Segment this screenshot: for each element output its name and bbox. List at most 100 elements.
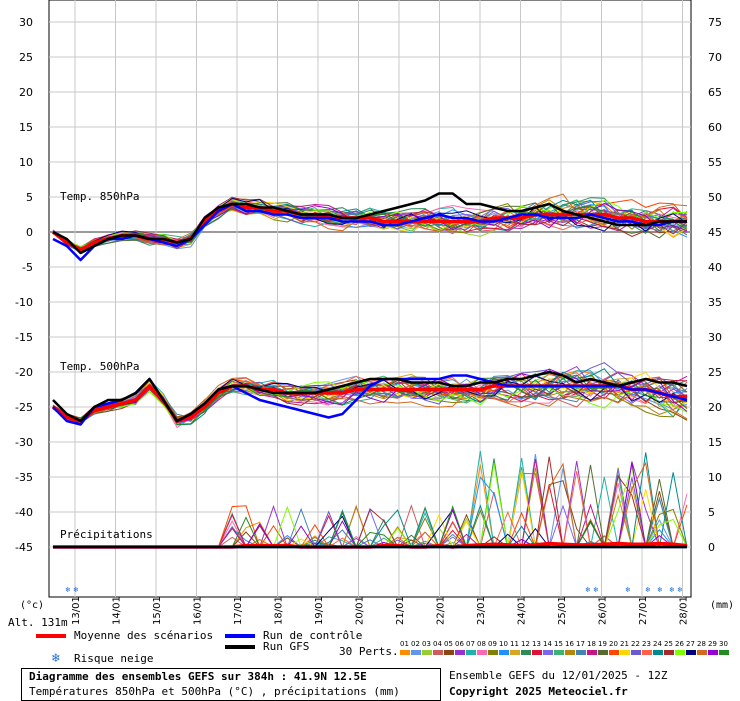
y-left-tick: 20 [19, 86, 33, 99]
x-tick-label: 24/01 [517, 596, 528, 625]
member-number: 28 [697, 640, 706, 648]
member-number: 20 [609, 640, 618, 648]
y-right-tick: 55 [708, 156, 722, 169]
member-number: 06 [455, 640, 464, 648]
member-color-swatch [499, 650, 509, 655]
snow-risk-icon: ❄ [625, 586, 631, 594]
member-line-t500 [52, 370, 688, 421]
member-color-swatch [411, 650, 421, 655]
snow-risk-icon: ❄ [645, 586, 651, 594]
legend-perts: 30 Perts. [339, 645, 399, 658]
series-t500 [52, 370, 688, 423]
series-t850 [52, 192, 687, 255]
member-number: 18 [587, 640, 596, 648]
legend-swatch-mean [36, 634, 66, 638]
y-left-tick: -35 [15, 471, 33, 484]
y-left-tick: -20 [15, 366, 33, 379]
member-number: 14 [543, 640, 552, 648]
y-left-tick: -40 [15, 506, 33, 519]
member-number: 24 [653, 640, 662, 648]
member-color-swatch [433, 650, 443, 655]
chart-grid [48, 0, 692, 598]
member-number: 19 [598, 640, 607, 648]
x-tick-label: 19/01 [314, 596, 325, 625]
y-right-tick: 45 [708, 226, 722, 239]
y-right-tick: 25 [708, 366, 722, 379]
member-number: 26 [675, 640, 684, 648]
member-color-swatch [477, 650, 487, 655]
member-color-swatch [719, 650, 729, 655]
snow-risk-icon: ❄ [677, 586, 683, 594]
member-color-swatch [532, 650, 542, 655]
member-color-swatch [444, 650, 454, 655]
member-number: 10 [499, 640, 508, 648]
member-color-swatch [642, 650, 652, 655]
x-tick-label: 28/01 [679, 596, 690, 625]
snow-risk-icon: ❄ [657, 586, 663, 594]
y-right-tick: 10 [708, 471, 722, 484]
member-color-swatch [576, 650, 586, 655]
member-number: 12 [521, 640, 530, 648]
member-color-swatch [686, 650, 696, 655]
member-number: 17 [576, 640, 585, 648]
snowflake-icon: ❄ [52, 651, 60, 666]
member-color-swatch [422, 650, 432, 655]
y-left-tick: -45 [15, 541, 33, 554]
snow-risk-icon: ❄ [669, 586, 675, 594]
y-right-unit: (mm) [710, 600, 735, 611]
member-color-swatch [587, 650, 597, 655]
y-left-unit: (°c) [20, 600, 45, 611]
member-number: 07 [466, 640, 475, 648]
member-color-swatch [466, 650, 476, 655]
member-number: 30 [719, 640, 728, 648]
y-right-tick: 20 [708, 401, 722, 414]
member-color-swatch [620, 650, 630, 655]
member-number: 01 [400, 640, 409, 648]
chart-subtitle: Températures 850hPa et 500hPa (°C) , pré… [29, 685, 400, 698]
plot-frame [48, 0, 692, 598]
member-color-swatch [664, 650, 674, 655]
x-tick-label: 26/01 [598, 596, 609, 625]
member-color-swatch [510, 650, 520, 655]
y-right-tick: 50 [708, 191, 722, 204]
chart-title: Diagramme des ensembles GEFS sur 384h : … [29, 670, 367, 683]
y-left-tick: 5 [26, 191, 33, 204]
x-tick-label: 16/01 [193, 596, 204, 625]
panel-label-t850: Temp. 850hPa [60, 190, 140, 203]
member-number: 29 [708, 640, 717, 648]
x-tick-label: 22/01 [436, 596, 447, 625]
legend-swatch-gfs [225, 645, 255, 649]
y-left-tick: -30 [15, 436, 33, 449]
member-color-swatch [521, 650, 531, 655]
member-number: 09 [488, 640, 497, 648]
y-right-tick: 60 [708, 121, 722, 134]
member-number: 22 [631, 640, 640, 648]
panel-label-t500: Temp. 500hPa [60, 360, 140, 373]
member-color-swatch [488, 650, 498, 655]
y-right-tick: 30 [708, 331, 722, 344]
x-tick-label: 14/01 [112, 596, 123, 625]
member-color-swatch [400, 650, 410, 655]
y-right-tick: 15 [708, 436, 722, 449]
member-color-swatch [543, 650, 553, 655]
member-color-swatch [631, 650, 641, 655]
y-right-tick: 70 [708, 51, 722, 64]
member-number: 15 [554, 640, 563, 648]
panel-label-precip: Précipitations [60, 528, 153, 541]
y-right-tick: 0 [708, 541, 715, 554]
altitude-label: Alt. 131m [8, 616, 68, 629]
y-right-tick: 40 [708, 261, 722, 274]
member-number: 13 [532, 640, 541, 648]
x-tick-label: 27/01 [638, 596, 649, 625]
y-left-tick: -10 [15, 296, 33, 309]
y-left-tick: 10 [19, 156, 33, 169]
member-color-swatch [697, 650, 707, 655]
y-left-tick: 25 [19, 51, 33, 64]
member-color-swatch [598, 650, 608, 655]
x-tick-label: 20/01 [355, 596, 366, 625]
y-left-tick: -15 [15, 331, 33, 344]
x-tick-label: 25/01 [557, 596, 568, 625]
member-color-swatch [609, 650, 619, 655]
